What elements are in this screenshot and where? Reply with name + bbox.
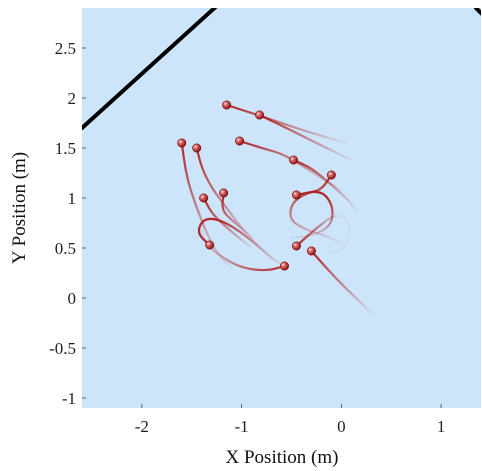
- robot-marker-4: [177, 138, 187, 148]
- trajectory-path-9: [201, 221, 286, 272]
- robot-marker-9: [279, 261, 289, 271]
- y-tick-label: 0: [68, 289, 77, 308]
- y-axis-label: Y Position (m): [9, 152, 30, 264]
- robot-marker-5: [192, 143, 202, 153]
- trajectory-path-2: [258, 113, 353, 162]
- trajectory-path-13: [295, 214, 351, 255]
- robot-marker-10: [288, 155, 298, 165]
- y-tick-label: -0.5: [49, 339, 76, 358]
- robot-marker-8: [205, 240, 215, 250]
- boundary-wall-1: [82, 8, 218, 130]
- robot-marker-3: [235, 136, 245, 146]
- robot-marker-7: [219, 188, 229, 198]
- trajectory-path-4: [180, 141, 233, 270]
- plot-area: [82, 8, 481, 408]
- x-tick-label: 1: [437, 417, 446, 436]
- trajectory-path-3: [238, 139, 343, 192]
- y-tick-label: 0.5: [55, 239, 76, 258]
- trajectory-path-5: [195, 146, 258, 245]
- x-tick-label: -2: [135, 417, 149, 436]
- trajectory-path-8: [197, 217, 285, 268]
- boundary-wall-2: [474, 8, 481, 16]
- y-tick-label: 1.5: [55, 139, 76, 158]
- trajectory-path-7: [221, 191, 255, 242]
- trajectory-path-6: [202, 196, 253, 250]
- x-axis-label: X Position (m): [226, 447, 339, 468]
- trajectory-path-14: [310, 249, 373, 315]
- trajectory-path-1: [225, 103, 348, 145]
- robot-marker-6: [199, 193, 209, 203]
- y-tick-label: 1: [68, 189, 77, 208]
- x-tick-label: -1: [235, 417, 249, 436]
- robot-marker-14: [306, 246, 316, 256]
- y-tick-label: 2: [68, 89, 77, 108]
- y-tick-label: -1: [62, 389, 76, 408]
- robot-marker-11: [326, 170, 336, 180]
- robot-marker-2: [255, 110, 265, 120]
- y-tick-label: 2.5: [55, 39, 76, 58]
- trajectory-path-10: [292, 158, 358, 212]
- x-tick-label: 0: [337, 417, 346, 436]
- robot-marker-13: [291, 241, 301, 251]
- robot-marker-1: [222, 100, 232, 110]
- robot-marker-12: [291, 190, 301, 200]
